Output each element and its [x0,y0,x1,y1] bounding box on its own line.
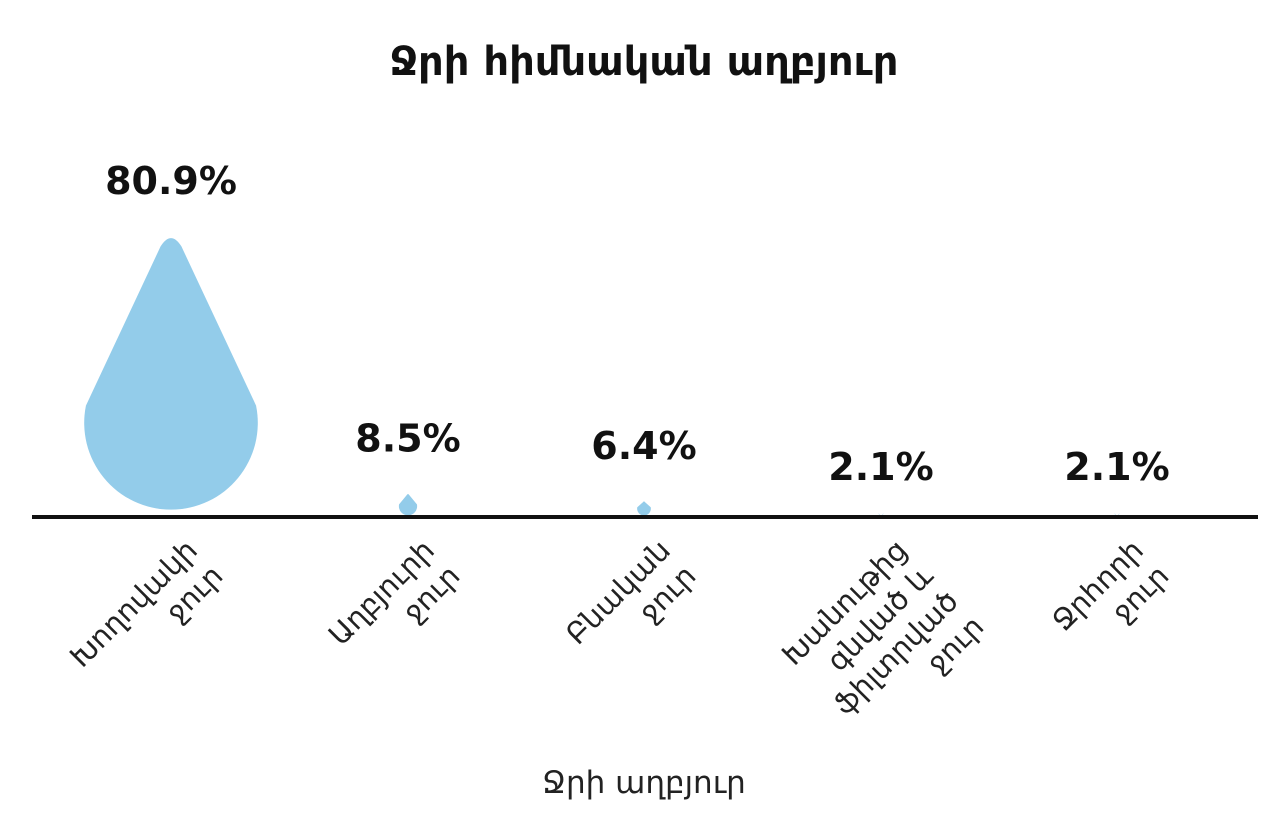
drop-mark [84,238,258,510]
value-label: 2.1% [1064,445,1169,489]
value-label: 8.5% [355,417,460,461]
value-label: 80.9% [105,159,237,203]
value-label: 6.4% [591,424,696,468]
x-axis-title: Ջրի աղբյուր [542,765,746,801]
drop-mark [398,493,418,516]
drop-mark [637,501,651,516]
chart-title: Ջրի հիմնական աղբյուր [390,39,899,85]
drop-marks: 80.9% 8.5% 6.4% 2.1% 2.1% [84,159,1170,518]
value-label: 2.1% [828,445,933,489]
